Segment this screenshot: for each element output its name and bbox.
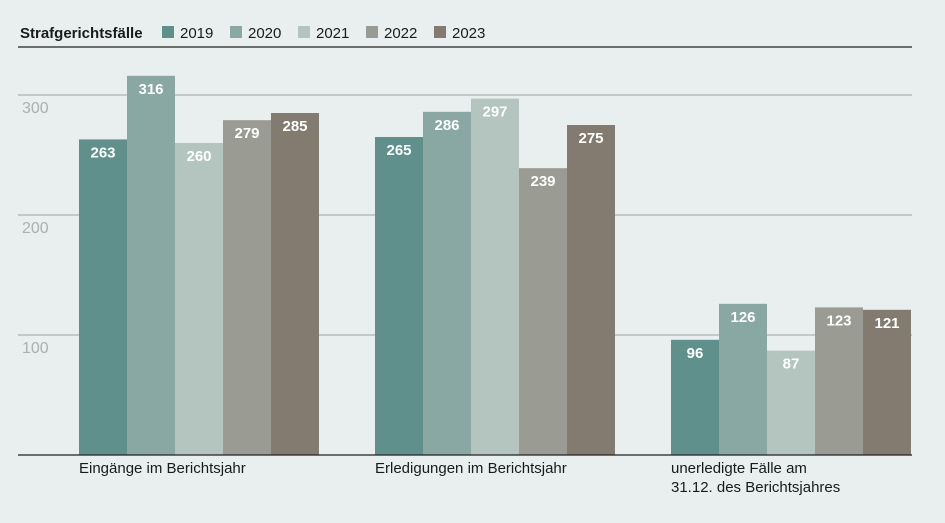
bar [271,113,319,455]
bar [127,75,175,456]
y-tick-label: 100 [22,340,49,357]
value-label: 297 [482,104,507,121]
legend-swatch [298,26,310,38]
bar [863,309,911,455]
bar [815,307,863,455]
chart-title: Strafgerichtsfälle [20,25,143,42]
legend-swatch [434,26,446,38]
value-label: 126 [730,309,755,326]
legend-swatch [162,26,174,38]
legend-label: 2023 [452,25,485,42]
legend-label: 2022 [384,25,417,42]
value-label: 96 [687,345,704,362]
legend-label: 2020 [248,25,281,42]
value-label: 260 [186,148,211,165]
x-tick-label-line: Erledigungen im Berichtsjahr [375,460,567,477]
value-label: 121 [874,315,899,332]
value-label: 286 [434,117,459,134]
x-tick-label-line: Eingänge im Berichtsjahr [79,460,246,477]
legend-label: 2019 [180,25,213,42]
x-tick-label-line: unerledigte Fälle am [671,460,807,477]
bar [519,168,567,455]
bar [471,98,519,455]
value-label: 123 [826,312,851,329]
bar [671,339,719,455]
value-label: 279 [234,125,259,142]
legend-label: 2021 [316,25,349,42]
bar [567,125,615,455]
value-label: 87 [783,356,800,373]
value-label: 265 [386,142,411,159]
bar [223,120,271,455]
bar [79,139,127,455]
x-tick-label: Eingänge im Berichtsjahr [79,460,246,477]
value-label: 285 [282,118,307,135]
bar [767,350,815,455]
legend-swatch [366,26,378,38]
legend-swatch [230,26,242,38]
bar [423,111,471,456]
bar [719,303,767,455]
y-tick-label: 200 [22,220,49,237]
x-tick-label: unerledigte Fälle am 31.12. des Berichtsj… [671,460,840,496]
value-label: 316 [138,81,163,98]
bar [175,143,223,455]
value-label: 239 [530,173,555,190]
x-tick-label: Erledigungen im Berichtsjahr [375,460,567,477]
value-label: 275 [578,130,603,147]
value-label: 263 [90,144,115,161]
x-tick-label-line: 31.12. des Berichtsjahres [671,479,840,496]
bar [375,137,423,455]
y-tick-label: 300 [22,100,49,117]
